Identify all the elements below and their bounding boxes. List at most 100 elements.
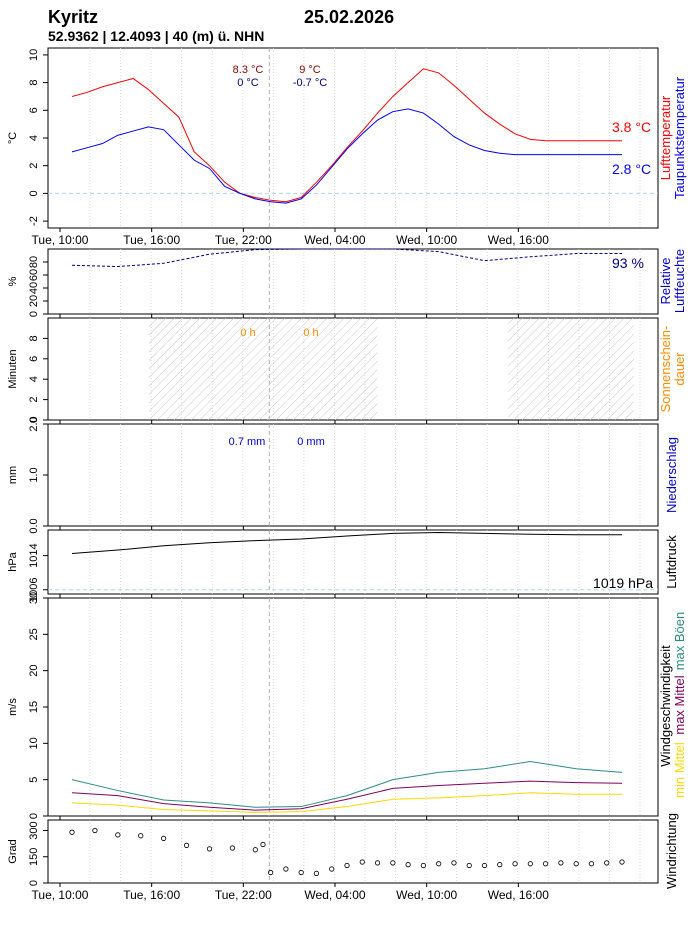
x-tick-label: Tue, 22:00 [215,233,272,247]
night-hatched-area [148,318,378,420]
x-tick-label: Tue, 10:00 [32,888,89,902]
direction-point [512,861,518,867]
direction-point [69,829,75,835]
x-tick-label: Tue, 10:00 [32,233,89,247]
series-temperature-line [71,68,622,203]
right-label-precip: Niederschlag [664,437,679,513]
y-tick-label: 0 [28,417,40,423]
y-tick-label: 1006 [28,577,40,601]
y-tick-label: 25 [28,628,40,640]
x-tick-label: Wed, 16:00 [488,233,549,247]
direction-point [420,862,426,869]
direction-point [252,847,258,853]
x-tick-label: Wed, 04:00 [304,233,365,247]
annotation-day1-min: 0 °C [237,77,259,89]
panel-direction: 0 150 300 Grad [7,819,659,887]
right-label-pressure: Luftdruck [664,535,679,589]
y-tick-label: 40 [28,282,40,294]
x-tick-label: Tue, 16:00 [123,888,180,902]
direction-point [260,841,266,848]
direction-point [298,869,304,876]
y-tick-label: 60 [28,269,40,281]
right-label-max-mean: max Mittel [672,675,687,734]
direction-point [604,860,610,866]
direction-point [573,861,579,867]
annotation-precip-day1: 0.7 mm [229,436,266,448]
annotation-sunshine-day2: 0 h [303,327,318,339]
y-tick-label: 150 [28,848,40,866]
y-tick-label: 10 [28,49,40,61]
night-hatched-area [507,318,634,420]
direction-point [497,862,503,868]
y-tick-label: -2 [28,216,40,226]
y-tick-label: 0 [28,311,40,317]
panel-frame [47,597,659,817]
direction-point [183,842,190,848]
y-tick-label: 30 [28,592,40,604]
x-tick-label: Tue, 16:00 [123,233,180,247]
right-label-temperature: Lufttemperatur [658,95,673,180]
x-tick-label: Tue, 22:00 [215,888,272,902]
series-humidity-line [71,248,622,268]
series-pressure-line [71,532,622,554]
station-coordinates: 52.9362 | 12.4093 | 40 (m) ü. NHN [48,28,265,44]
y-tick-label: 0 [28,190,40,196]
y-tick-label: 2 [28,163,40,169]
y-tick-label: 10 [28,737,40,749]
panel-pressure: 1006 1014 hPa [7,529,659,602]
last-dewpoint-label: 2.8 °C [612,161,651,177]
panel-temperature: -2 0 2 4 6 8 10 °C [7,47,659,232]
panel-frame [47,248,659,315]
direction-point [481,862,488,869]
direction-point [558,860,564,866]
right-label-gust: max Böen [672,612,687,671]
y-axis-label: Grad [7,839,19,863]
direction-point [92,827,98,834]
chart-date: 25.02.2026 [304,7,395,27]
annotation-day1-max: 8.3 °C [233,64,264,76]
right-label-dewpoint: Taupunktstemperatur [672,76,687,199]
y-tick-label: 0 [28,813,40,819]
direction-point [619,859,625,865]
y-tick-label: 300 [28,821,40,839]
y-tick-label: 4 [28,376,40,382]
direction-point [161,835,167,841]
direction-point [466,862,472,869]
right-label-humidity-1: Relative [658,258,673,305]
series-dewpoint-line [71,108,622,204]
direction-point [268,869,274,876]
panel-frame [47,529,659,595]
right-label-sunshine-1: Sonnenschein- [658,326,673,413]
series-min-mean-line [71,792,622,813]
direction-point [543,861,549,867]
y-tick-label: 2.0 [28,416,40,431]
y-tick-label: 1014 [28,543,40,567]
direction-point [115,832,121,838]
last-temperature-label: 3.8 °C [612,119,651,135]
direction-point [206,846,213,852]
direction-point [390,860,396,866]
direction-point [329,866,335,872]
annotation-precip-day2: 0 mm [297,436,325,448]
y-tick-label: 6 [28,107,40,113]
x-tick-label: Wed, 04:00 [304,888,365,902]
y-tick-label: 0 [28,880,40,886]
direction-point [229,845,236,851]
y-tick-label: 4 [28,135,40,141]
direction-point [527,861,533,867]
x-tick-label: Wed, 10:00 [396,888,457,902]
direction-point [405,862,411,868]
direction-point [359,859,365,865]
panel-frame [47,47,659,229]
y-axis-label: % [7,276,19,286]
y-tick-label: 2 [28,397,40,403]
annotation-day2-max: 9 °C [299,64,321,76]
direction-point [436,861,442,867]
y-axis-label: °C [7,132,19,144]
right-label-direction: Windrichtung [664,813,679,889]
annotation-day2-min: -0.7 °C [293,77,327,89]
panel-frame [47,819,659,884]
y-tick-label: 8 [28,80,40,86]
